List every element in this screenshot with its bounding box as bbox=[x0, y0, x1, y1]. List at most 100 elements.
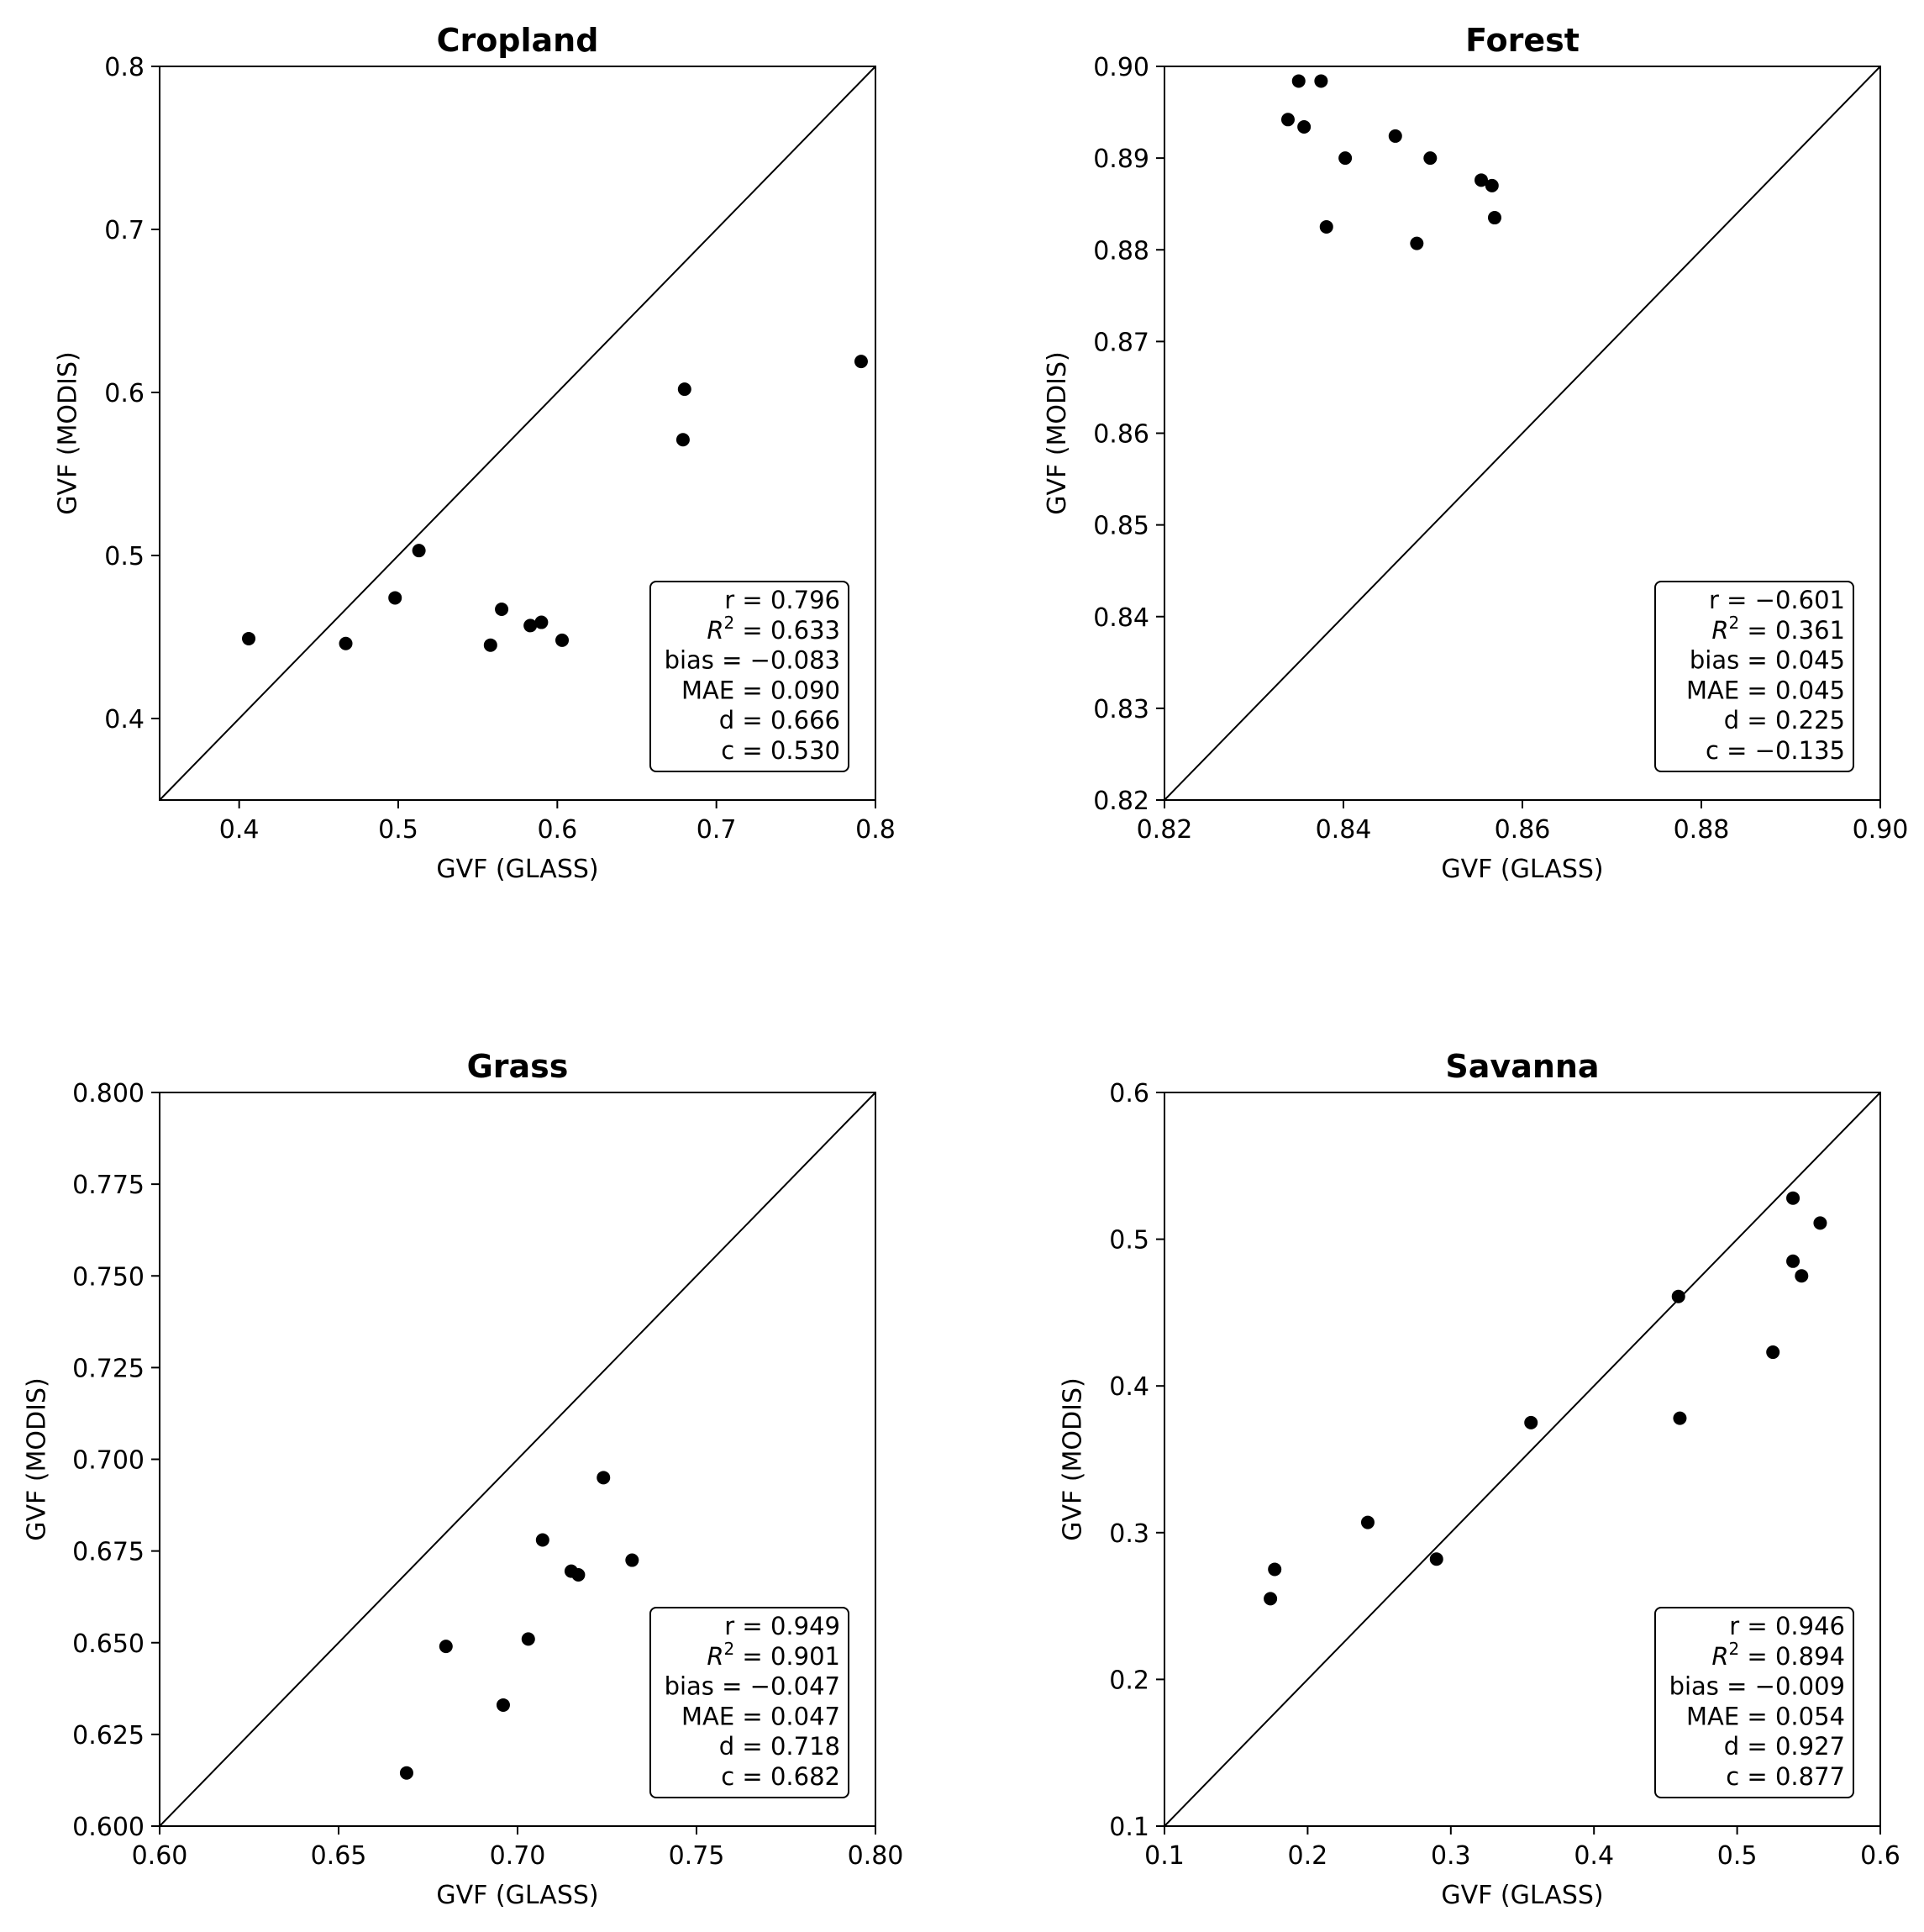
data-point bbox=[1264, 1592, 1278, 1606]
y-tick-label: 0.85 bbox=[1093, 512, 1149, 541]
stat-line: d = 0.225 bbox=[1724, 706, 1845, 734]
savanna-panel: 0.1 0.2 0.3 0.4 0.5 0.6 0.1 0.2 0.3 0.4 0.5 0.6 Sava… bbox=[1059, 1048, 1900, 1910]
stat-line: r = 0.946 bbox=[1729, 1612, 1845, 1640]
y-tick-label: 0.6 bbox=[1109, 1079, 1149, 1108]
data-point bbox=[1360, 1515, 1375, 1529]
stat-value: 0.718 bbox=[770, 1732, 840, 1761]
stat-line: MAE = 0.045 bbox=[1686, 676, 1845, 704]
data-point bbox=[399, 1766, 413, 1780]
data-point bbox=[1766, 1345, 1780, 1360]
stat-value: 0.361 bbox=[1775, 616, 1845, 645]
y-tick-label: 0.88 bbox=[1093, 236, 1149, 266]
forest-panel: 0.82 0.84 0.86 0.88 0.90 0.82 0.83 0.84 0.85 0.86… bbox=[1043, 22, 1908, 884]
stat-label: r bbox=[724, 1612, 734, 1640]
stat-equals: = bbox=[1739, 1762, 1775, 1791]
x-tick-label: 0.5 bbox=[1717, 1841, 1758, 1871]
stat-label: c bbox=[1726, 1762, 1739, 1791]
data-point bbox=[1475, 173, 1489, 187]
stat-line: MAE = 0.047 bbox=[681, 1702, 840, 1730]
stat-equals: = bbox=[734, 1612, 770, 1640]
stat-equals: = bbox=[1739, 1642, 1775, 1671]
stat-equals: = bbox=[734, 1732, 770, 1761]
stat-line: c = −0.135 bbox=[1706, 736, 1845, 765]
y-tick-label: 0.7 bbox=[104, 216, 145, 245]
stats-box bbox=[649, 581, 849, 772]
data-point bbox=[388, 591, 402, 605]
stat-value: 0.633 bbox=[770, 616, 840, 645]
data-point bbox=[1795, 1269, 1809, 1283]
stat-line: MAE = 0.090 bbox=[681, 676, 840, 704]
stat-superscript: 2 bbox=[1728, 1639, 1739, 1659]
stat-equals: = bbox=[1719, 736, 1755, 765]
stat-superscript: 2 bbox=[1728, 613, 1739, 633]
chart-title: Forest bbox=[1465, 22, 1580, 59]
stat-value: 0.047 bbox=[770, 1702, 840, 1730]
x-tick-label: 0.75 bbox=[669, 1841, 725, 1871]
stat-line: d = 0.927 bbox=[1724, 1732, 1845, 1761]
stat-equals: = bbox=[1739, 706, 1775, 734]
one-to-one-line bbox=[159, 1092, 876, 1827]
x-axis-label: GVF (GLASS) bbox=[436, 1881, 598, 1910]
y-tick-label: 0.83 bbox=[1093, 695, 1149, 724]
x-tick-label: 0.8 bbox=[855, 815, 896, 845]
stat-equals: = bbox=[1739, 646, 1775, 675]
y-tick-label: 0.775 bbox=[72, 1171, 145, 1200]
stat-equals: = bbox=[1739, 616, 1775, 645]
stat-equals: = bbox=[734, 706, 770, 734]
data-point bbox=[483, 638, 497, 652]
x-tick-label: 0.4 bbox=[219, 815, 260, 845]
data-point bbox=[1786, 1254, 1800, 1268]
data-point bbox=[1673, 1411, 1687, 1425]
y-tick-label: 0.89 bbox=[1093, 145, 1149, 174]
stat-label: R bbox=[707, 1642, 723, 1671]
x-tick-label: 0.5 bbox=[378, 815, 418, 845]
data-point bbox=[1291, 74, 1306, 88]
data-point bbox=[1314, 74, 1328, 88]
stat-label: r bbox=[1709, 586, 1719, 614]
stat-line: R2 = 0.633 bbox=[707, 613, 840, 645]
stat-line: c = 0.530 bbox=[721, 736, 840, 765]
stat-label: R bbox=[707, 616, 723, 645]
stat-line: r = 0.796 bbox=[724, 586, 840, 614]
x-axis-label: GVF (GLASS) bbox=[436, 855, 598, 884]
x-axis-label: GVF (GLASS) bbox=[1441, 1881, 1603, 1910]
stat-equals: = bbox=[714, 1672, 750, 1701]
stat-value: 0.530 bbox=[770, 736, 840, 765]
stat-value: −0.601 bbox=[1755, 586, 1845, 614]
stats-box bbox=[1654, 1607, 1854, 1798]
stat-line: c = 0.682 bbox=[721, 1762, 840, 1791]
stat-value: 0.090 bbox=[770, 676, 840, 704]
stat-equals: = bbox=[1739, 1702, 1775, 1730]
stat-equals: = bbox=[734, 676, 770, 704]
stat-value: 0.927 bbox=[1775, 1732, 1845, 1761]
stat-equals: = bbox=[734, 736, 770, 765]
stat-value: 0.045 bbox=[1775, 646, 1845, 675]
stat-line: r = 0.949 bbox=[724, 1612, 840, 1640]
stat-line: MAE = 0.054 bbox=[1686, 1702, 1845, 1730]
y-tick-label: 0.5 bbox=[1109, 1226, 1149, 1256]
stat-equals: = bbox=[1719, 586, 1755, 614]
x-tick-label: 0.65 bbox=[311, 1841, 367, 1871]
stat-value: −0.135 bbox=[1755, 736, 1845, 765]
y-axis-label: GVF (MODIS) bbox=[1059, 1377, 1088, 1540]
y-tick-label: 0.675 bbox=[72, 1538, 145, 1567]
data-point bbox=[495, 603, 509, 617]
stat-equals: = bbox=[1739, 1732, 1775, 1761]
one-to-one-line bbox=[1164, 66, 1881, 801]
data-point bbox=[597, 1471, 611, 1485]
stat-label: R bbox=[1711, 616, 1728, 645]
y-tick-label: 0.6 bbox=[104, 379, 145, 408]
stat-label: bias bbox=[1690, 646, 1739, 675]
y-tick-label: 0.87 bbox=[1093, 328, 1149, 357]
x-tick-label: 0.90 bbox=[1853, 815, 1909, 845]
data-point bbox=[1813, 1216, 1827, 1230]
data-point bbox=[1280, 113, 1295, 127]
stats-box bbox=[649, 1607, 849, 1798]
x-tick-label: 0.60 bbox=[132, 1841, 188, 1871]
stat-equals: = bbox=[734, 586, 770, 614]
stat-line: r = −0.601 bbox=[1709, 586, 1845, 614]
stat-value: 0.045 bbox=[1775, 676, 1845, 704]
stat-label: MAE bbox=[681, 676, 734, 704]
stat-label: bias bbox=[1669, 1672, 1719, 1701]
